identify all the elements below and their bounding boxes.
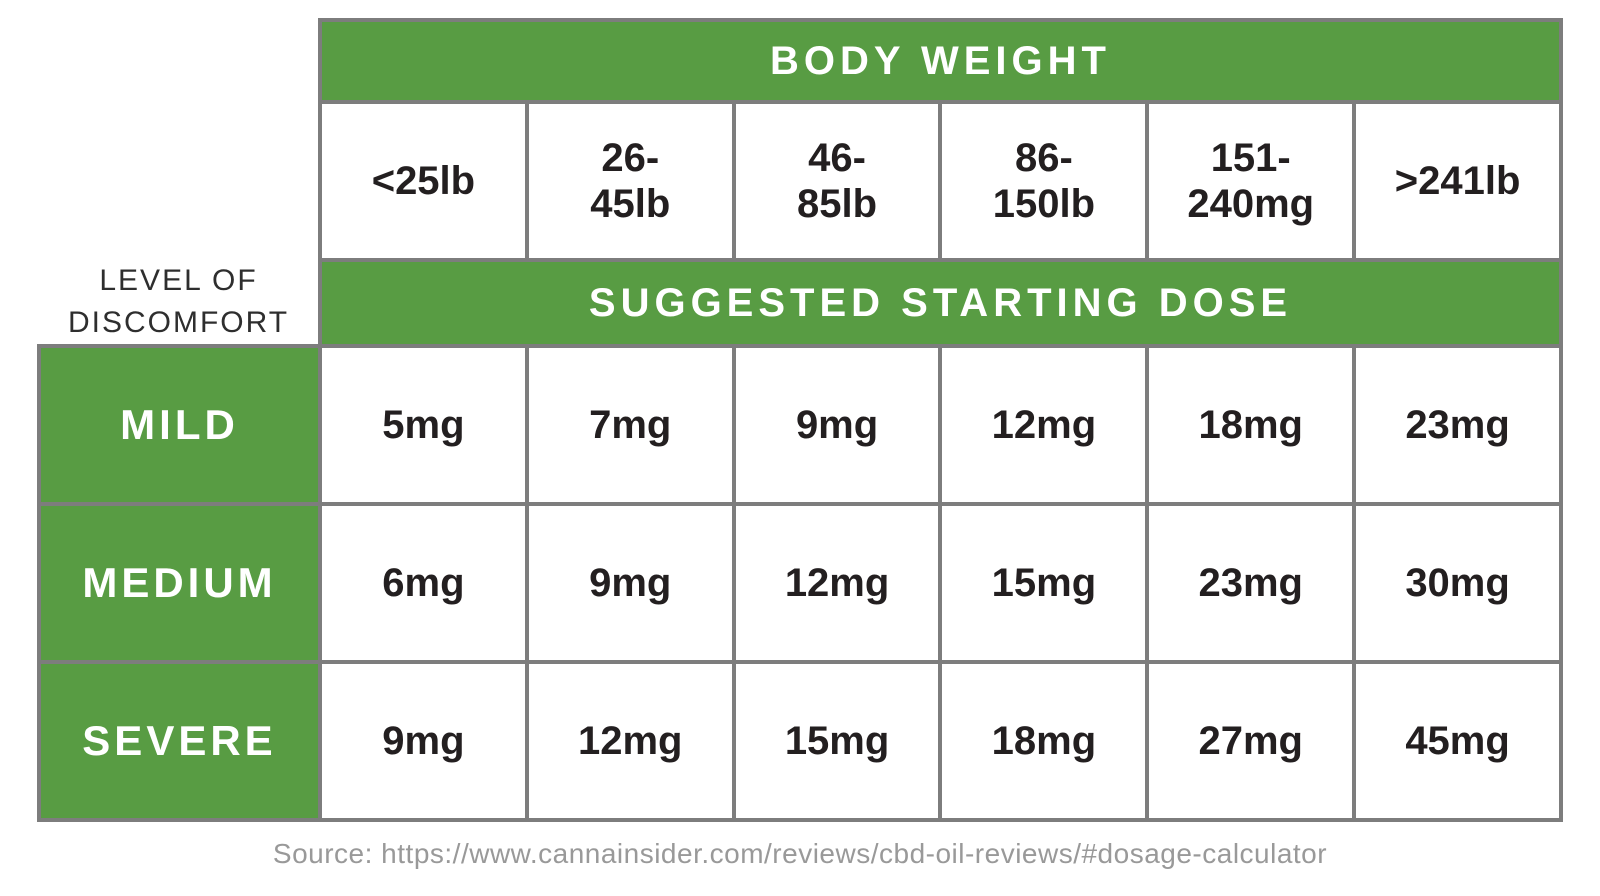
dose-cell: 18mg (1145, 344, 1357, 506)
top-left-spacer (39, 20, 320, 102)
dose-cell: 15mg (938, 502, 1150, 664)
dose-cell: 9mg (524, 502, 736, 664)
dose-cell: 23mg (1145, 502, 1357, 664)
weight-col-header: 86- 150lb (938, 100, 1150, 262)
dose-cell: 27mg (1145, 660, 1357, 822)
dose-cell: 12mg (731, 502, 943, 664)
dose-cell: 30mg (1352, 502, 1563, 664)
dosage-table: BODY WEIGHT <25lb 26- 45lb 46- 85lb 86- … (37, 18, 1563, 822)
row-header-severe: SEVERE (37, 660, 322, 822)
dose-cell: 7mg (524, 344, 736, 506)
dose-cell: 12mg (524, 660, 736, 822)
level-of-discomfort-label: LEVEL OF DISCOMFORT (39, 260, 320, 346)
dose-cell: 12mg (938, 344, 1150, 506)
weight-col-header: <25lb (318, 100, 529, 262)
table-row: MILD 5mg 7mg 9mg 12mg 18mg 23mg (37, 344, 1563, 506)
suggested-starting-dose-banner: SUGGESTED STARTING DOSE (318, 258, 1563, 348)
weight-col-header: 151- 240mg (1145, 100, 1357, 262)
dose-cell: 9mg (731, 344, 943, 506)
dose-cell: 23mg (1352, 344, 1563, 506)
table-row: MEDIUM 6mg 9mg 12mg 15mg 23mg 30mg (37, 502, 1563, 664)
source-attribution: Source: https://www.cannainsider.com/rev… (272, 838, 1328, 869)
body-weight-banner: BODY WEIGHT (318, 18, 1563, 104)
dose-cell: 9mg (318, 660, 529, 822)
table-row: SEVERE 9mg 12mg 15mg 18mg 27mg 45mg (37, 660, 1563, 822)
dose-cell: 18mg (938, 660, 1150, 822)
row-header-mild: MILD (37, 344, 322, 506)
dose-cell: 45mg (1352, 660, 1563, 822)
weight-col-header: 46- 85lb (731, 100, 943, 262)
dose-cell: 15mg (731, 660, 943, 822)
row-header-medium: MEDIUM (37, 502, 322, 664)
weight-col-header: >241lb (1352, 100, 1563, 262)
dose-cell: 5mg (318, 344, 529, 506)
dose-cell: 6mg (318, 502, 529, 664)
weight-col-header: 26- 45lb (524, 100, 736, 262)
weights-row-spacer (39, 102, 320, 260)
